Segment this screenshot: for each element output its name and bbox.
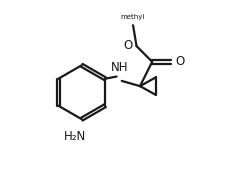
Text: methyl: methyl bbox=[121, 14, 145, 20]
Text: NH: NH bbox=[110, 61, 128, 74]
Text: H₂N: H₂N bbox=[64, 130, 86, 143]
Text: O: O bbox=[175, 55, 184, 68]
Text: O: O bbox=[123, 39, 133, 52]
